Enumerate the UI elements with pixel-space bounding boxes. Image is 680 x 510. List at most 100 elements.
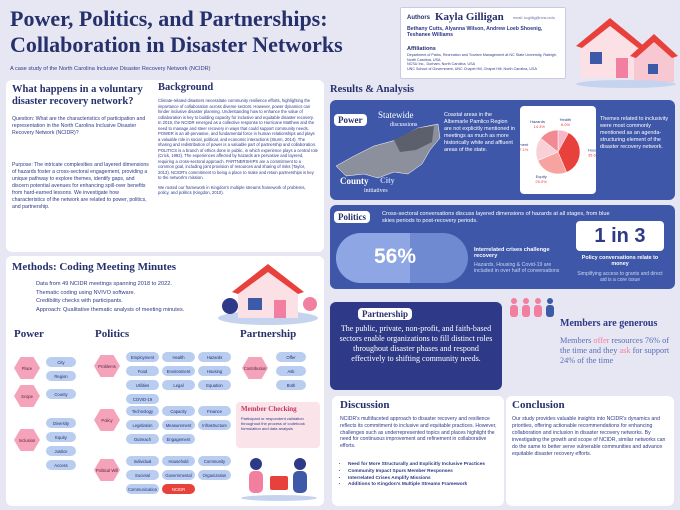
member-checking-box: Member Checking Participant or responden…	[236, 402, 320, 448]
map-label: City	[380, 176, 395, 185]
code: Region	[46, 371, 76, 381]
code-group: Political Will	[94, 459, 120, 481]
code: Capacity	[162, 406, 195, 416]
code-group: Contribution	[242, 357, 268, 379]
member-checking-text: Participant or respondent validation thr…	[241, 416, 305, 431]
stat-value: 1 in 3	[594, 224, 646, 247]
background-heading: Background	[158, 82, 214, 93]
authors-label: Authors	[407, 15, 430, 21]
stat-text: Simplifying access to grants and direct …	[577, 271, 663, 283]
code: Utilities	[126, 380, 159, 390]
code: Community	[198, 456, 231, 466]
member-checking-title: Member Checking	[241, 405, 297, 413]
code: Equity	[46, 432, 76, 442]
subtitle: A case study of the North Carolina Inclu…	[10, 66, 211, 72]
affiliation: NCSU Inc., Durham, North Carolina, USA	[407, 62, 476, 67]
code: Measurement	[162, 420, 195, 430]
codes-heading: Politics	[95, 328, 130, 340]
map-label: County	[340, 176, 369, 186]
text: Members	[560, 336, 594, 345]
affiliation: UNC School of Government, UNC Chapel Hil…	[407, 66, 537, 71]
politics-tab: Politics	[334, 211, 370, 223]
highlight: offer	[593, 336, 610, 345]
code: Societal	[126, 470, 159, 480]
methods-heading: Methods: Coding Meeting Minutes	[12, 261, 177, 273]
code: Employment	[126, 352, 159, 362]
code: Infrastructure	[198, 420, 231, 430]
pie-value-label: 8.0%	[561, 122, 571, 127]
code: Diversity	[46, 418, 76, 428]
code: Both	[276, 380, 306, 390]
results-heading: Results & Analysis	[330, 84, 415, 95]
code: Offer	[276, 352, 306, 362]
code: Legislation	[126, 420, 159, 430]
generous-title: Members are generous	[560, 318, 658, 329]
map-label: initiatives	[364, 188, 388, 194]
stat-title: Interrelated crises challenge recovery	[474, 247, 550, 260]
methods-bullets: Data from 49 NCIDR meetings spanning 201…	[36, 280, 216, 314]
stat-text: Hazards, Housing & Covid-19 are included…	[474, 262, 560, 275]
stat-bar-fill	[336, 233, 410, 283]
code-group: Policy	[94, 409, 120, 431]
bullet: Need for More Structurally and Explicitl…	[348, 462, 512, 469]
code: COVID-19	[126, 394, 159, 404]
conclusion-text: Our study provides valuable insights int…	[512, 416, 666, 457]
code: Technology	[126, 406, 159, 416]
bullet: Credibility checks with participants.	[36, 298, 123, 304]
code: County	[46, 389, 76, 399]
lead-author: Kayla Gilligan	[435, 11, 504, 23]
intro-heading: What happens in a voluntary disaster rec…	[12, 84, 143, 107]
pie-slice	[537, 151, 567, 175]
pie-value-label: 14.3%	[534, 124, 546, 129]
code: Equation	[198, 380, 231, 390]
text: for support 24% of the time	[560, 346, 670, 365]
pie-slice	[557, 132, 581, 173]
code: Justice	[46, 446, 76, 456]
code: Outreach	[126, 434, 159, 444]
pie-label: Housing	[588, 148, 596, 153]
code: Governmental	[162, 470, 195, 480]
bullet: Additions to Kingdon's Multiple Streams …	[348, 482, 512, 489]
nc-map	[335, 123, 441, 179]
pie-label: Equity	[536, 174, 547, 179]
background-text: Climate-related disasters necessitate co…	[158, 98, 318, 196]
title: Power, Politics, and Partnerships: Colla…	[10, 6, 343, 57]
code: Communication	[126, 484, 159, 494]
code: Legal	[162, 380, 195, 390]
code: Organization	[198, 470, 231, 480]
code: Household	[162, 456, 195, 466]
conclusion-heading: Conclusion	[512, 399, 565, 411]
map-label: discussions	[390, 122, 418, 128]
code: NCIDR	[162, 484, 195, 494]
affiliations-label: Affiliations	[407, 46, 436, 52]
discussion-panel: Discussion NCIDR's multifaceted approach…	[332, 396, 504, 506]
discussion-bullets: Need for More Structurally and Explicitl…	[340, 462, 512, 489]
stat-title: Policy conversations relate to money	[581, 255, 659, 268]
bullet: Interrelated Crises Amplify Missions	[348, 476, 512, 483]
stat-bar: 56%	[336, 233, 468, 283]
partnership-finding: The public, private, non-profit, and fai…	[339, 324, 493, 363]
email: email: kcgillig@ncsu.edu	[513, 16, 555, 20]
intro-panel: What happens in a voluntary disaster rec…	[6, 80, 324, 252]
people-icons	[510, 298, 554, 317]
themes-finding: Themes related to inclusivity were most …	[600, 116, 669, 150]
highlight: ask	[619, 346, 631, 355]
code-group: Scope	[14, 385, 40, 407]
code: Health	[162, 352, 195, 362]
stat-value: 56%	[374, 245, 417, 268]
code: Individual	[126, 456, 159, 466]
code: Hazards	[198, 352, 231, 362]
politics-card: Politics Cross-sectoral conversations di…	[330, 205, 675, 289]
pie-label: Hazards	[530, 119, 545, 124]
code: City	[46, 357, 76, 367]
code: Environment	[162, 366, 195, 376]
bullet: Data from 49 NCIDR meetings spanning 201…	[36, 281, 172, 287]
generous-text: Members offer resources 76% of the time …	[560, 336, 672, 366]
purpose: Purpose: The intricate complexities and …	[12, 162, 149, 210]
code: Finance	[198, 406, 231, 416]
text: resources 76% of the time and they	[560, 336, 670, 355]
discussion-text: NCIDR's multifaceted approach to disaste…	[340, 416, 497, 450]
code: Access	[46, 460, 76, 470]
pie-value-label: 25.0%	[535, 179, 547, 184]
